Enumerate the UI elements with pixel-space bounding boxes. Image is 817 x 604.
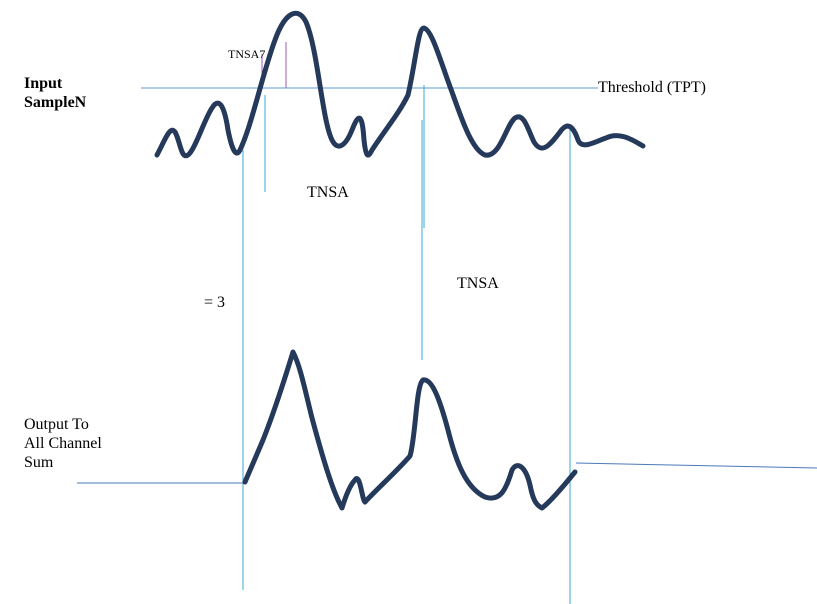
input-label: Input SampleN	[24, 74, 86, 112]
input-label-line2: SampleN	[24, 94, 87, 111]
input-waveform	[154, 10, 646, 159]
threshold-label: Threshold (TPT)	[598, 79, 706, 96]
tnsa-label-1: TNSA	[307, 184, 349, 201]
output-baseline-right	[575, 462, 817, 469]
output-label: Output To All Channel Sum	[24, 415, 102, 472]
tnsa-small-label: TNSA7	[228, 47, 266, 61]
output-label-line2: All Channel	[24, 435, 102, 452]
input-label-line1: Input	[24, 75, 63, 92]
output-label-line1: Output To	[24, 416, 89, 433]
equals-three-label: = 3	[204, 294, 226, 311]
output-label-line3: Sum	[24, 454, 54, 471]
tnsa-label-2: TNSA	[457, 275, 499, 292]
output-waveform	[242, 349, 578, 511]
